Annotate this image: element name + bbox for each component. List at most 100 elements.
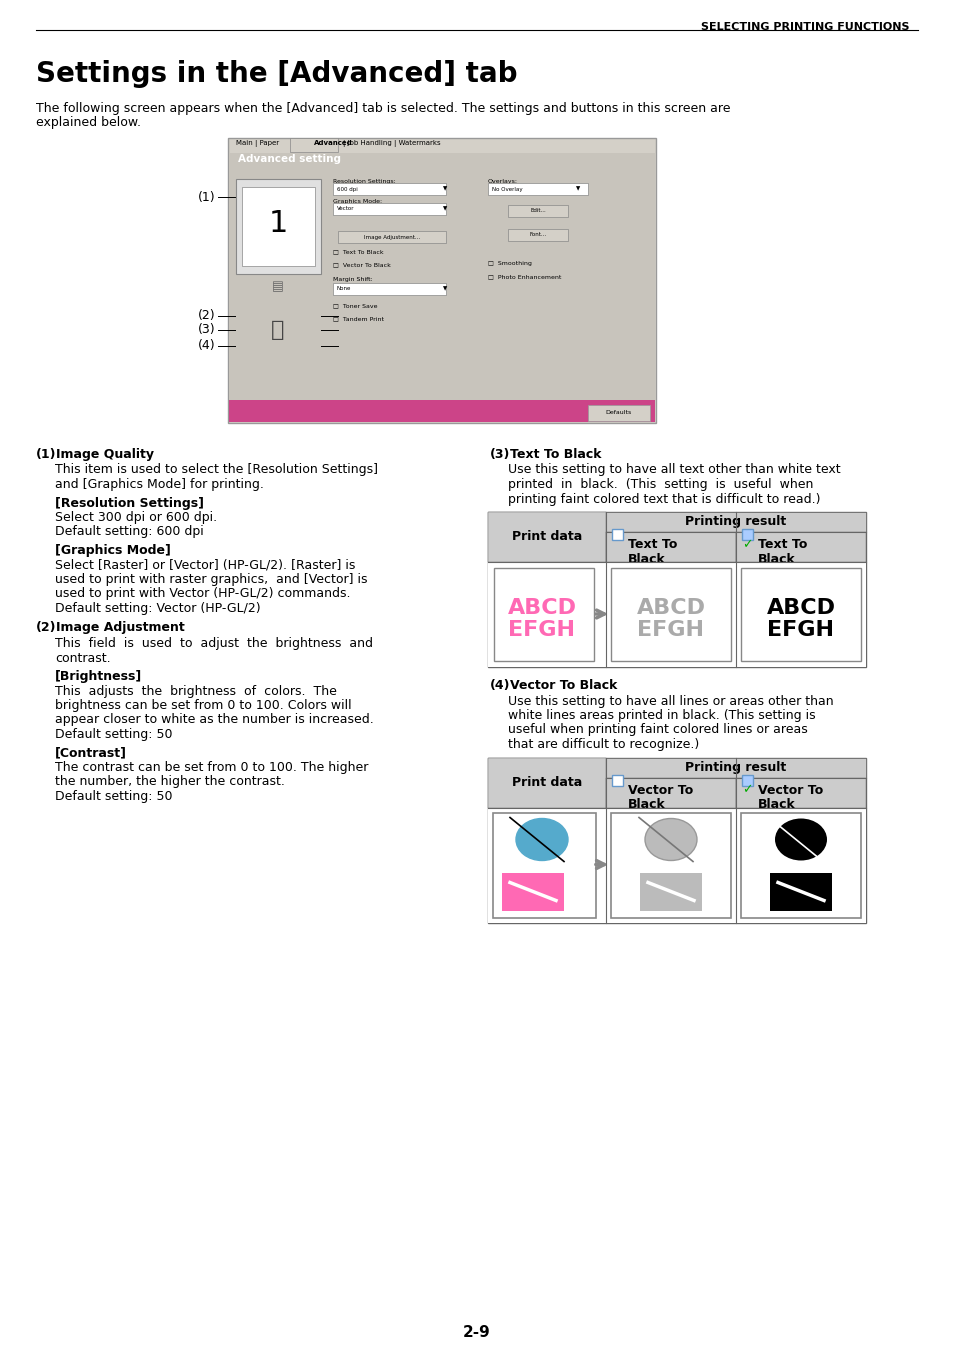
FancyBboxPatch shape: [488, 758, 865, 923]
Text: printed  in  black.  (This  setting  is  useful  when: printed in black. (This setting is usefu…: [507, 478, 813, 490]
Text: None: None: [336, 286, 351, 292]
Text: This item is used to select the [Resolution Settings]: This item is used to select the [Resolut…: [55, 463, 377, 477]
FancyBboxPatch shape: [488, 512, 605, 562]
FancyBboxPatch shape: [735, 777, 865, 808]
Text: Vector: Vector: [336, 207, 355, 212]
Text: Overlays:: Overlays:: [488, 178, 517, 184]
Text: Vector To
Black: Vector To Black: [758, 784, 822, 812]
Text: Printing result: Printing result: [684, 761, 786, 774]
FancyBboxPatch shape: [612, 774, 622, 785]
Text: printing faint colored text that is difficult to read.): printing faint colored text that is diff…: [507, 493, 820, 505]
Text: Image Quality: Image Quality: [56, 449, 153, 461]
Text: Print data: Print data: [512, 775, 581, 789]
FancyBboxPatch shape: [740, 567, 861, 661]
Text: □  Vector To Black: □ Vector To Black: [333, 262, 391, 267]
Text: used to print with raster graphics,  and [Vector] is: used to print with raster graphics, and …: [55, 573, 367, 586]
Text: Text To Black: Text To Black: [510, 449, 601, 461]
FancyBboxPatch shape: [235, 178, 320, 274]
Text: Margin Shift:: Margin Shift:: [333, 277, 373, 282]
Text: Vector To
Black: Vector To Black: [627, 784, 693, 812]
Text: (4): (4): [490, 680, 510, 692]
Text: Printing result: Printing result: [684, 516, 786, 528]
Text: ▼: ▼: [442, 186, 447, 192]
FancyBboxPatch shape: [605, 532, 735, 562]
Text: 🖨: 🖨: [271, 320, 284, 340]
Text: □  Photo Enhancement: □ Photo Enhancement: [488, 274, 560, 280]
Text: Settings in the [Advanced] tab: Settings in the [Advanced] tab: [36, 59, 517, 88]
Text: No Overlay: No Overlay: [492, 186, 522, 192]
FancyBboxPatch shape: [488, 562, 865, 667]
FancyBboxPatch shape: [605, 512, 865, 532]
Text: This  adjusts  the  brightness  of  colors.  The: This adjusts the brightness of colors. T…: [55, 685, 336, 697]
Text: 2-9: 2-9: [462, 1325, 491, 1340]
FancyBboxPatch shape: [333, 282, 446, 295]
Text: Default setting: Vector (HP-GL/2): Default setting: Vector (HP-GL/2): [55, 603, 260, 615]
Text: (2): (2): [198, 309, 215, 323]
FancyBboxPatch shape: [610, 812, 730, 917]
Text: Advanced: Advanced: [314, 141, 353, 146]
Text: 1: 1: [268, 209, 288, 239]
Text: □  Text To Black: □ Text To Black: [333, 249, 383, 254]
FancyBboxPatch shape: [333, 182, 446, 195]
FancyBboxPatch shape: [488, 512, 865, 667]
Text: Text To
Black: Text To Black: [758, 538, 806, 566]
Text: ABCD
EFGH: ABCD EFGH: [636, 598, 705, 640]
FancyBboxPatch shape: [337, 231, 446, 243]
Text: The following screen appears when the [Advanced] tab is selected. The settings a: The following screen appears when the [A…: [36, 101, 730, 115]
Text: Select [Raster] or [Vector] (HP-GL/2). [Raster] is: Select [Raster] or [Vector] (HP-GL/2). […: [55, 558, 355, 571]
Text: ABCD
EFGH: ABCD EFGH: [765, 598, 835, 640]
Text: explained below.: explained below.: [36, 116, 141, 128]
FancyBboxPatch shape: [639, 873, 701, 911]
Text: Text To
Black: Text To Black: [627, 538, 677, 566]
FancyBboxPatch shape: [501, 873, 563, 911]
FancyBboxPatch shape: [610, 567, 730, 661]
FancyBboxPatch shape: [612, 530, 622, 540]
Text: □  Smoothing: □ Smoothing: [488, 261, 532, 266]
Text: that are difficult to recognize.): that are difficult to recognize.): [507, 738, 699, 751]
Text: SELECTING PRINTING FUNCTIONS: SELECTING PRINTING FUNCTIONS: [700, 22, 909, 32]
Text: Default setting: 50: Default setting: 50: [55, 790, 172, 802]
FancyBboxPatch shape: [488, 758, 605, 808]
Text: 600 dpi: 600 dpi: [336, 186, 357, 192]
Text: the number, the higher the contrast.: the number, the higher the contrast.: [55, 775, 285, 789]
Text: (3): (3): [198, 323, 215, 336]
Text: ▼: ▼: [576, 186, 579, 192]
FancyBboxPatch shape: [290, 138, 337, 153]
FancyBboxPatch shape: [769, 873, 831, 911]
Text: ▤: ▤: [272, 280, 284, 293]
FancyBboxPatch shape: [587, 405, 649, 422]
Text: appear closer to white as the number is increased.: appear closer to white as the number is …: [55, 713, 374, 727]
Text: (4): (4): [198, 339, 215, 353]
FancyBboxPatch shape: [507, 205, 567, 218]
Text: | Job Handling | Watermarks: | Job Handling | Watermarks: [343, 141, 440, 147]
Text: contrast.: contrast.: [55, 651, 111, 665]
Text: [Brightness]: [Brightness]: [55, 670, 142, 684]
Text: (2): (2): [36, 621, 56, 635]
FancyBboxPatch shape: [741, 530, 752, 540]
Text: ▼: ▼: [442, 286, 447, 292]
Text: Resolution Settings:: Resolution Settings:: [333, 178, 395, 184]
Text: Font...: Font...: [529, 232, 546, 238]
Text: white lines areas printed in black. (This setting is: white lines areas printed in black. (Thi…: [507, 709, 815, 721]
FancyBboxPatch shape: [242, 186, 314, 266]
FancyBboxPatch shape: [493, 812, 596, 917]
Text: □  Tandem Print: □ Tandem Print: [333, 316, 384, 322]
Text: □  Toner Save: □ Toner Save: [333, 303, 377, 308]
Text: Default setting: 600 dpi: Default setting: 600 dpi: [55, 526, 204, 539]
Text: ✓: ✓: [741, 538, 752, 551]
Text: The contrast can be set from 0 to 100. The higher: The contrast can be set from 0 to 100. T…: [55, 761, 368, 774]
Ellipse shape: [644, 819, 697, 861]
FancyBboxPatch shape: [228, 138, 656, 423]
Text: ▼: ▼: [442, 207, 447, 212]
Text: (3): (3): [490, 449, 510, 461]
Text: Edit...: Edit...: [530, 208, 545, 213]
FancyBboxPatch shape: [741, 774, 752, 785]
Text: [Contrast]: [Contrast]: [55, 747, 127, 759]
Text: Main | Paper: Main | Paper: [235, 141, 279, 147]
Text: used to print with Vector (HP-GL/2) commands.: used to print with Vector (HP-GL/2) comm…: [55, 588, 350, 600]
FancyBboxPatch shape: [488, 182, 587, 195]
FancyBboxPatch shape: [605, 777, 735, 808]
Text: Image Adjustment: Image Adjustment: [56, 621, 185, 635]
Text: Print data: Print data: [512, 531, 581, 543]
Text: Graphics Mode:: Graphics Mode:: [333, 199, 382, 204]
